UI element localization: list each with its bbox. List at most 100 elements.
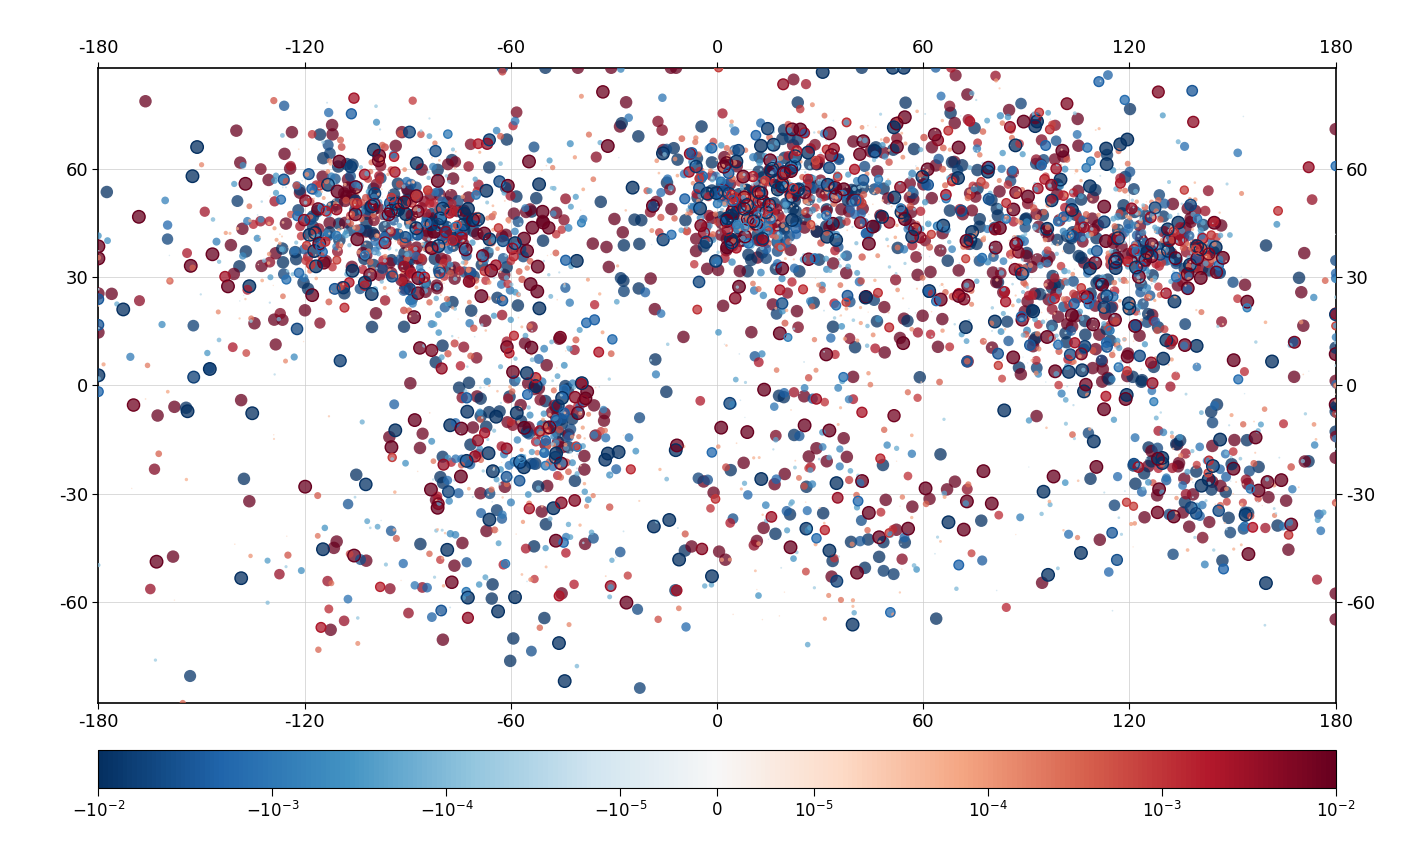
Point — [546, 414, 568, 428]
Point — [987, 275, 1010, 289]
Point — [426, 269, 449, 283]
Point — [1282, 335, 1305, 349]
Point — [727, 143, 749, 157]
Point — [815, 226, 838, 240]
Point — [470, 290, 492, 303]
Point — [842, 600, 865, 613]
Point — [1092, 200, 1115, 213]
Point — [308, 179, 330, 192]
Point — [770, 177, 793, 191]
Point — [198, 363, 221, 376]
Point — [1091, 363, 1114, 376]
Point — [524, 371, 547, 385]
Point — [765, 175, 787, 189]
Point — [312, 191, 335, 205]
Point — [294, 480, 316, 494]
Point — [413, 242, 436, 256]
Point — [721, 194, 744, 208]
Point — [1173, 230, 1195, 244]
Point — [1035, 246, 1057, 260]
Point — [1181, 246, 1204, 259]
Point — [595, 241, 617, 254]
Point — [418, 130, 440, 143]
Point — [720, 235, 742, 249]
Point — [758, 533, 780, 546]
Point — [1143, 274, 1166, 288]
Point — [725, 223, 748, 236]
Point — [516, 574, 538, 588]
Point — [179, 669, 201, 683]
Point — [1187, 252, 1209, 265]
Point — [751, 234, 773, 247]
Point — [1047, 234, 1070, 247]
Point — [851, 61, 873, 75]
Point — [441, 223, 464, 236]
Point — [1189, 242, 1212, 256]
Point — [1073, 256, 1095, 269]
Point — [713, 192, 735, 206]
Point — [730, 482, 752, 495]
Point — [1163, 510, 1185, 523]
Point — [181, 169, 204, 183]
Point — [1025, 208, 1047, 221]
Point — [1059, 229, 1081, 242]
Point — [527, 479, 550, 493]
Point — [554, 407, 576, 420]
Point — [548, 590, 571, 603]
Point — [1128, 270, 1150, 284]
Point — [263, 368, 285, 381]
Point — [1018, 338, 1040, 352]
Point — [589, 287, 612, 301]
Point — [1202, 215, 1225, 229]
Point — [503, 374, 526, 388]
Point — [531, 234, 554, 247]
Point — [1166, 254, 1188, 268]
Point — [333, 614, 356, 628]
Point — [401, 224, 423, 238]
Point — [1130, 260, 1153, 274]
Point — [1095, 148, 1118, 162]
Point — [274, 180, 297, 194]
Point — [1202, 217, 1225, 230]
Point — [1116, 157, 1139, 170]
Point — [517, 497, 540, 511]
Point — [598, 373, 620, 386]
Point — [1180, 241, 1202, 254]
Point — [432, 189, 454, 202]
Point — [292, 335, 315, 348]
Point — [1324, 379, 1347, 392]
Point — [404, 413, 426, 427]
Point — [1108, 233, 1130, 246]
Point — [1036, 222, 1059, 235]
Point — [693, 240, 716, 253]
Point — [773, 386, 796, 400]
Point — [1324, 587, 1347, 601]
Point — [690, 542, 713, 556]
Point — [866, 184, 889, 197]
Point — [804, 158, 827, 172]
Point — [555, 530, 578, 544]
Point — [467, 434, 489, 447]
Point — [1098, 565, 1121, 579]
Point — [481, 236, 503, 250]
Point — [496, 340, 519, 354]
Point — [347, 246, 370, 259]
Point — [299, 213, 322, 226]
Point — [488, 476, 510, 490]
Point — [963, 250, 986, 263]
Point — [773, 390, 796, 404]
Point — [1085, 293, 1108, 307]
Point — [849, 216, 872, 230]
Point — [1215, 485, 1237, 499]
Point — [429, 553, 451, 567]
Point — [799, 191, 821, 204]
Point — [921, 329, 943, 343]
Point — [432, 202, 454, 215]
Point — [793, 205, 815, 219]
Point — [901, 219, 924, 232]
Point — [1002, 202, 1025, 216]
Point — [1156, 236, 1178, 250]
Point — [792, 283, 814, 296]
Point — [485, 124, 508, 137]
Point — [1254, 316, 1277, 329]
